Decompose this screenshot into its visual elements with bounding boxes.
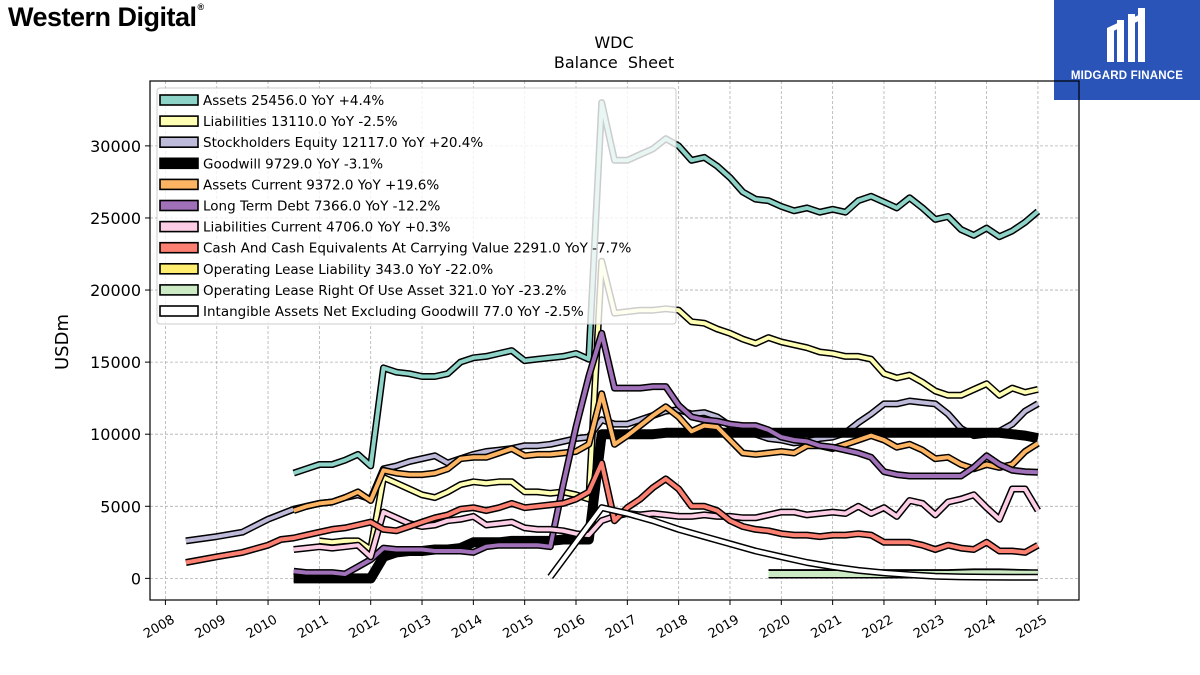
y-tick-label: 5000 — [100, 497, 141, 516]
x-tick-label: 2024 — [962, 612, 998, 642]
plot-area — [185, 99, 1041, 584]
western-digital-logo: Western Digital® — [8, 2, 204, 33]
x-tick-label: 2017 — [603, 612, 639, 642]
legend-item: Operating Lease Right Of Use Asset 321.0… — [159, 283, 567, 299]
legend-swatch — [159, 157, 199, 170]
series-line — [548, 505, 1038, 580]
legend-label: Liabilities 13110.0 YoY -2.5% — [203, 114, 398, 130]
series-8 — [185, 459, 1040, 566]
series-2 — [319, 257, 1039, 553]
legend-item: Cash And Cash Equivalents At Carrying Va… — [159, 241, 631, 257]
x-tick-label: 2019 — [706, 612, 742, 642]
legend-label: Operating Lease Right Of Use Asset 321.0… — [203, 283, 567, 299]
legend-swatch — [159, 305, 199, 317]
x-tick-label: 2023 — [911, 612, 947, 642]
x-tick-label: 2025 — [1014, 612, 1050, 642]
y-tick-label: 10000 — [90, 425, 141, 444]
series-line — [319, 259, 1039, 552]
x-tick-label: 2009 — [193, 612, 229, 642]
series-5 — [292, 390, 1040, 514]
legend-swatch — [159, 178, 199, 191]
legend-label: Intangible Assets Net Excluding Goodwill… — [203, 304, 584, 320]
legend-swatch — [159, 241, 199, 254]
legend-label: Operating Lease Liability 343.0 YoY -22.… — [203, 262, 493, 278]
x-tick-label: 2016 — [552, 612, 588, 642]
chart-title: WDC — [594, 33, 633, 52]
legend-item: Assets 25456.0 YoY +4.4% — [159, 93, 384, 109]
legend-swatch — [159, 262, 199, 275]
x-axis-ticks: 2008 2009 2010 2011 2012 2013 2014 2015 2016 2017… — [141, 600, 1050, 642]
y-axis-label: USDm — [52, 314, 73, 370]
legend-box — [156, 87, 677, 325]
x-tick-label: 2010 — [244, 612, 280, 642]
y-tick-label: 15000 — [90, 353, 141, 372]
series-6 — [293, 329, 1039, 578]
x-tick-label: 2022 — [860, 612, 896, 642]
legend-swatch — [159, 115, 199, 127]
x-tick-label: 2020 — [757, 612, 793, 642]
chart-subtitle: Balance Sheet — [554, 53, 674, 72]
legend-label: Liabilities Current 4706.0 YoY +0.3% — [203, 220, 451, 236]
legend-label: Long Term Debt 7366.0 YoY -12.2% — [203, 199, 441, 215]
registered-mark: ® — [197, 2, 205, 12]
legend-label: Assets 25456.0 YoY +4.4% — [203, 93, 384, 109]
y-axis-ticks: 0 5000 10000 15000 20000 25000 30000 — [90, 137, 150, 588]
x-tick-label: 2014 — [449, 612, 485, 642]
midgard-emblem-icon — [1107, 8, 1145, 62]
legend-swatch — [159, 94, 199, 106]
legend-label: Stockholders Equity 12117.0 YoY +20.4% — [203, 135, 483, 151]
legend-swatch — [159, 199, 199, 212]
x-tick-label: 2013 — [398, 612, 434, 642]
y-tick-label: 0 — [131, 569, 141, 588]
legend-item: Long Term Debt 7366.0 YoY -12.2% — [159, 199, 441, 215]
sponsor-name: MIDGARD FINANCE — [1070, 70, 1184, 82]
axes-frame — [149, 80, 1080, 601]
legend-swatch — [159, 284, 199, 296]
legend-label: Assets Current 9372.0 YoY +19.6% — [203, 177, 439, 193]
legend: Assets 25456.0 YoY +4.4% Liabilities 1311… — [156, 87, 677, 325]
x-tick-label: 2012 — [347, 612, 383, 642]
legend-item: Goodwill 9729.0 YoY -3.1% — [159, 156, 383, 172]
brand-wordmark: Western Digital — [8, 2, 197, 32]
legend-label: Cash And Cash Equivalents At Carrying Va… — [203, 241, 631, 257]
legend-label: Goodwill 9729.0 YoY -3.1% — [203, 156, 383, 172]
y-tick-label: 20000 — [90, 281, 141, 300]
series-11 — [547, 504, 1038, 581]
legend-item: Assets Current 9372.0 YoY +19.6% — [159, 177, 439, 193]
series-line — [293, 331, 1038, 576]
x-tick-label: 2008 — [141, 612, 177, 642]
legend-swatch — [159, 136, 199, 148]
legend-item: Liabilities 13110.0 YoY -2.5% — [159, 114, 398, 130]
x-tick-label: 2015 — [501, 612, 537, 642]
x-tick-label: 2021 — [808, 612, 844, 642]
series-outline — [547, 504, 1038, 581]
series-line — [293, 391, 1039, 513]
x-tick-label: 2018 — [654, 612, 690, 642]
y-tick-label: 25000 — [90, 209, 141, 228]
legend-item: Operating Lease Liability 343.0 YoY -22.… — [159, 262, 493, 278]
legend-item: Liabilities Current 4706.0 YoY +0.3% — [159, 220, 451, 236]
legend-item: Stockholders Equity 12117.0 YoY +20.4% — [159, 135, 483, 151]
y-tick-label: 30000 — [90, 137, 141, 156]
x-tick-label: 2011 — [295, 612, 331, 642]
midgard-finance-logo: MIDGARD FINANCE — [1054, 0, 1200, 100]
legend-swatch — [159, 220, 199, 233]
legend-item: Intangible Assets Net Excluding Goodwill… — [159, 304, 584, 320]
series-line — [185, 461, 1039, 565]
